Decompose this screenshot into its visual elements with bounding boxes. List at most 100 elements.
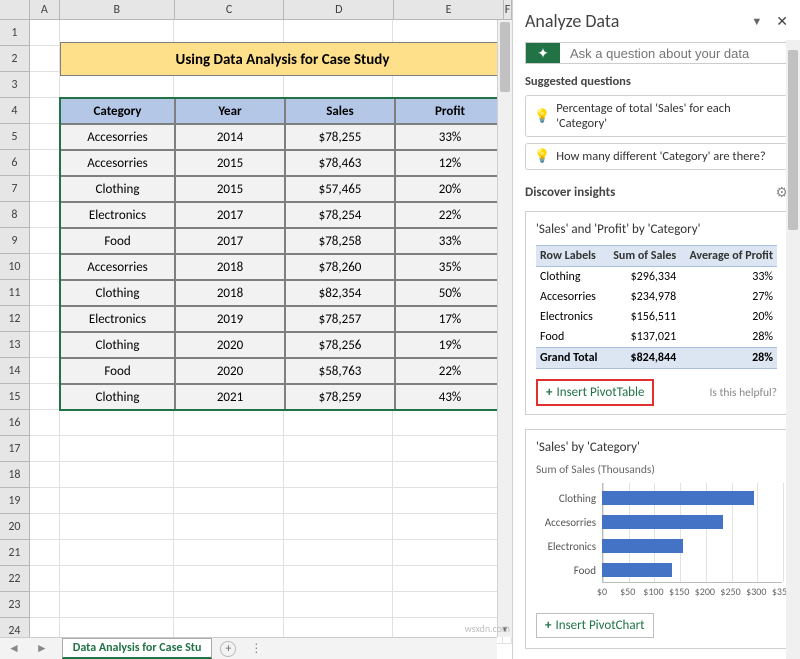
insert-pivotchart-button[interactable]: + Insert PivotChart [536, 613, 654, 638]
cell[interactable] [393, 514, 503, 540]
suggested-question-1[interactable]: 💡 How many different 'Category' are ther… [525, 143, 788, 170]
table-header[interactable]: Sales [285, 98, 395, 124]
cell[interactable] [284, 410, 394, 436]
table-cell[interactable]: $78,256 [285, 332, 395, 358]
cell[interactable] [284, 488, 394, 514]
table-cell[interactable]: $58,763 [285, 358, 395, 384]
cell[interactable] [30, 592, 60, 618]
row-header[interactable]: 16 [0, 410, 30, 436]
cell[interactable] [30, 488, 60, 514]
row-header[interactable]: 9 [0, 228, 30, 254]
column-header[interactable]: E [394, 0, 504, 19]
row-header[interactable]: 15 [0, 384, 30, 410]
sheet-tab-active[interactable]: Data Analysis for Case Stu [62, 638, 213, 659]
cell[interactable] [60, 462, 175, 488]
cell[interactable] [30, 254, 60, 280]
cell[interactable] [60, 488, 175, 514]
cell[interactable] [30, 514, 60, 540]
row-header[interactable]: 12 [0, 306, 30, 332]
row-header[interactable]: 19 [0, 488, 30, 514]
row-header[interactable]: 18 [0, 462, 30, 488]
cell[interactable] [30, 202, 60, 228]
table-header[interactable]: Profit [395, 98, 505, 124]
cell[interactable] [30, 306, 60, 332]
table-cell[interactable]: Clothing [60, 280, 175, 306]
cell[interactable] [60, 514, 175, 540]
cell[interactable] [174, 566, 284, 592]
cell[interactable] [393, 488, 503, 514]
tabs-more-icon[interactable]: ⋮ [242, 641, 270, 656]
cell[interactable] [284, 514, 394, 540]
ask-input[interactable] [560, 43, 787, 63]
table-cell[interactable]: 12% [395, 150, 505, 176]
table-cell[interactable]: $78,260 [285, 254, 395, 280]
column-header[interactable]: A [30, 0, 60, 19]
table-cell[interactable]: 2017 [175, 228, 285, 254]
cell[interactable] [30, 72, 60, 98]
row-header[interactable]: 2 [0, 46, 30, 72]
grid[interactable]: 123456789101112131415161718192021222324U… [0, 20, 512, 659]
cell[interactable] [284, 592, 394, 618]
cell[interactable] [284, 566, 394, 592]
table-cell[interactable]: Electronics [60, 306, 175, 332]
cell[interactable] [174, 410, 284, 436]
cell[interactable] [174, 540, 284, 566]
cell[interactable] [60, 592, 175, 618]
cell[interactable] [60, 436, 175, 462]
cell[interactable] [30, 358, 60, 384]
cell[interactable] [30, 46, 60, 72]
row-header[interactable]: 22 [0, 566, 30, 592]
suggested-question-0[interactable]: 💡 Percentage of total 'Sales' for each '… [525, 95, 788, 137]
row-header[interactable]: 10 [0, 254, 30, 280]
cell[interactable] [284, 462, 394, 488]
table-cell[interactable]: $78,258 [285, 228, 395, 254]
table-cell[interactable]: 2015 [175, 176, 285, 202]
table-cell[interactable]: 2018 [175, 280, 285, 306]
table-cell[interactable]: Accesorries [60, 150, 175, 176]
table-cell[interactable]: $78,257 [285, 306, 395, 332]
row-header[interactable]: 1 [0, 20, 30, 46]
table-cell[interactable]: $82,354 [285, 280, 395, 306]
cell[interactable] [30, 436, 60, 462]
table-cell[interactable]: $78,259 [285, 384, 395, 410]
cell[interactable] [30, 462, 60, 488]
cell[interactable] [30, 176, 60, 202]
table-cell[interactable]: Food [60, 228, 175, 254]
cell[interactable] [30, 384, 60, 410]
cell[interactable] [284, 540, 394, 566]
row-header[interactable]: 11 [0, 280, 30, 306]
helpful-link[interactable]: Is this helpful? [710, 386, 778, 400]
pane-scrollbar[interactable] [786, 40, 800, 659]
row-header[interactable]: 23 [0, 592, 30, 618]
cell[interactable] [393, 592, 503, 618]
table-cell[interactable]: Clothing [60, 384, 175, 410]
row-header[interactable]: 14 [0, 358, 30, 384]
cell[interactable] [30, 98, 60, 124]
cell[interactable] [60, 410, 175, 436]
table-cell[interactable]: 17% [395, 306, 505, 332]
table-cell[interactable]: $78,255 [285, 124, 395, 150]
row-header[interactable]: 4 [0, 98, 30, 124]
insert-pivottable-button[interactable]: + Insert PivotTable [536, 379, 654, 406]
table-cell[interactable]: 33% [395, 124, 505, 150]
scrollbar-thumb[interactable] [788, 50, 798, 230]
cell[interactable] [60, 540, 175, 566]
row-header[interactable]: 6 [0, 150, 30, 176]
row-header[interactable]: 8 [0, 202, 30, 228]
cell[interactable] [174, 462, 284, 488]
cell[interactable] [393, 566, 503, 592]
cell[interactable] [30, 280, 60, 306]
pane-menu-icon[interactable]: ▼ [751, 15, 762, 28]
table-cell[interactable]: $78,463 [285, 150, 395, 176]
ask-box[interactable]: ✦ [525, 42, 788, 64]
table-cell[interactable]: Food [60, 358, 175, 384]
cell[interactable] [30, 332, 60, 358]
tabs-nav-next-icon[interactable]: ► [28, 641, 56, 656]
cell[interactable] [174, 592, 284, 618]
cell[interactable] [174, 514, 284, 540]
select-all-corner[interactable] [0, 0, 30, 19]
table-cell[interactable]: 20% [395, 176, 505, 202]
close-icon[interactable]: ✕ [776, 13, 788, 30]
table-cell[interactable]: 35% [395, 254, 505, 280]
table-cell[interactable]: 43% [395, 384, 505, 410]
